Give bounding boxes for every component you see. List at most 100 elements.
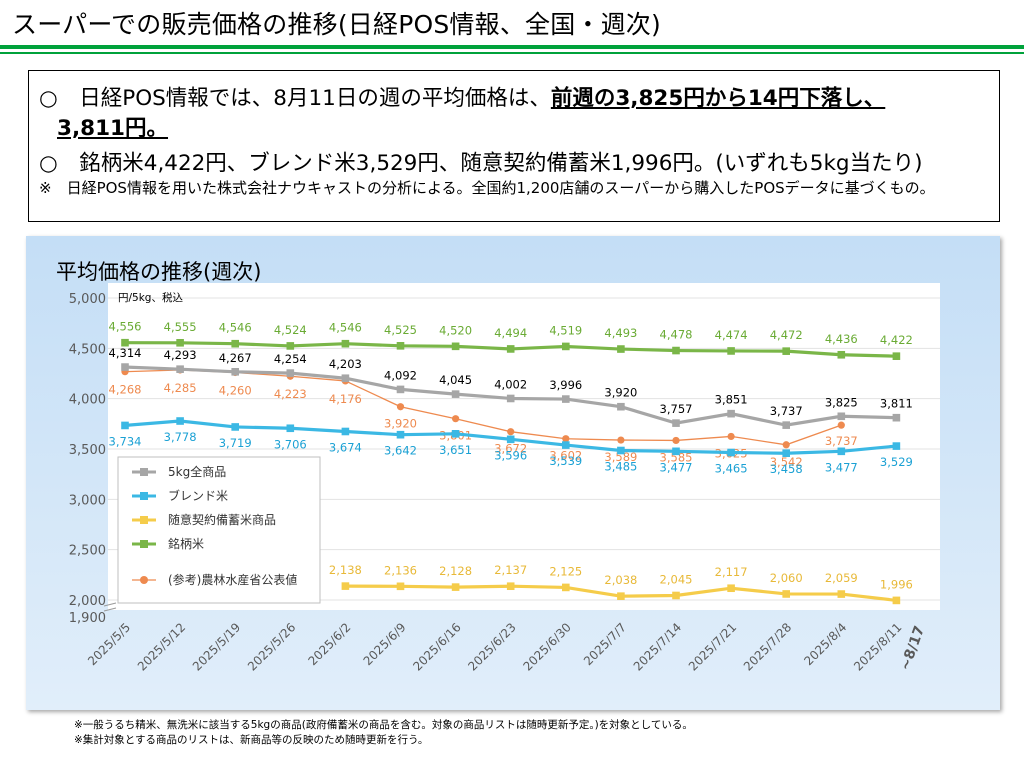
x-tick-label: 2025/5/19 <box>190 620 243 673</box>
data-point-3 <box>672 346 680 355</box>
data-label-3: 4,519 <box>549 323 582 337</box>
data-point-3 <box>176 338 184 347</box>
data-label-0: 3,811 <box>880 397 913 411</box>
data-label-0: 3,851 <box>715 393 748 407</box>
legend-swatch-marker <box>140 516 148 524</box>
data-label-3: 4,494 <box>494 326 527 340</box>
data-label-4: 4,176 <box>329 392 362 406</box>
data-label-4: 3,672 <box>494 442 527 456</box>
data-label-3: 4,555 <box>164 320 197 334</box>
x-tick-label: 2025/7/21 <box>686 620 739 673</box>
y-tick-label: 4,500 <box>69 342 106 357</box>
data-point-0 <box>121 363 129 371</box>
data-label-0: 4,267 <box>219 351 252 365</box>
data-label-2: 2,038 <box>604 573 637 587</box>
summary-line-1-continued: 3,811円。 <box>57 116 169 141</box>
data-point-0 <box>672 419 680 427</box>
data-label-0: 4,293 <box>164 348 197 362</box>
y-tick-label: 4,000 <box>69 393 106 408</box>
data-point-2 <box>451 583 460 591</box>
data-point-3 <box>396 342 405 350</box>
data-point-1 <box>176 417 184 425</box>
data-label-2: 2,137 <box>494 563 527 577</box>
axis-break-mark <box>103 602 117 607</box>
x-tick-label: 2025/6/23 <box>465 620 518 673</box>
data-label-1: 3,485 <box>604 460 637 474</box>
x-tick-label: 2025/6/2 <box>306 620 354 668</box>
data-label-3: 4,478 <box>660 328 693 342</box>
data-point-1 <box>617 446 625 455</box>
data-label-1: 3,778 <box>164 430 197 444</box>
data-label-0: 4,092 <box>384 368 417 382</box>
data-label-3: 4,422 <box>880 333 913 347</box>
data-label-3: 4,474 <box>715 328 748 342</box>
data-point-2 <box>341 582 350 590</box>
data-label-0: 3,996 <box>549 378 582 392</box>
axis-break-mark <box>103 607 117 612</box>
data-label-0: 3,757 <box>660 402 693 416</box>
data-point-2 <box>892 596 901 605</box>
data-label-4: 4,260 <box>219 383 252 397</box>
data-point-3 <box>506 345 515 353</box>
data-label-3: 4,546 <box>219 321 252 335</box>
x-tick-label: 2025/7/14 <box>631 620 684 673</box>
x-tick-label: 2025/5/26 <box>245 620 298 673</box>
data-point-2 <box>837 590 846 598</box>
data-point-4 <box>837 421 845 429</box>
data-point-3 <box>231 339 239 348</box>
data-label-1: 3,706 <box>274 437 307 451</box>
data-point-4 <box>452 415 460 423</box>
data-point-3 <box>451 342 460 351</box>
data-point-0 <box>892 413 901 422</box>
y-tick-label: 1,900 <box>69 611 106 626</box>
summary-line-2: ○ 銘柄米4,422円、ブレンド米3,529円、随意契約備蓄米1,996円。(い… <box>39 151 923 176</box>
data-label-1: 3,529 <box>880 455 913 469</box>
data-label-3: 4,525 <box>384 323 417 337</box>
data-point-4 <box>672 436 680 445</box>
data-point-3 <box>562 342 570 351</box>
data-point-0 <box>562 395 570 403</box>
data-point-3 <box>782 347 790 355</box>
legend-swatch-marker <box>140 540 148 548</box>
data-point-0 <box>176 365 184 373</box>
data-label-0: 4,314 <box>109 346 142 360</box>
data-label-4: 4,268 <box>109 383 142 397</box>
data-label-2: 2,059 <box>825 571 858 585</box>
legend-label: 5kg全商品 <box>168 464 226 479</box>
data-point-3 <box>837 350 846 359</box>
data-point-0 <box>837 412 846 421</box>
data-label-2: 2,117 <box>715 565 748 579</box>
data-point-3 <box>121 338 129 347</box>
summary-note: ※ 日経POS情報を用いた株式会社ナウキャストの分析による。全国約1,200店舗… <box>39 179 935 197</box>
data-label-1: 3,651 <box>439 443 472 457</box>
footnote-1: ※一般うるち精米、無洗米に該当する5kgの商品(政府備蓄米の商品を含む。対象の商… <box>74 719 693 731</box>
summary-line-1-text: ○ 日経POS情報では、8月11日の週の平均価格は、 <box>39 86 551 111</box>
data-label-0: 4,203 <box>329 357 362 371</box>
data-point-3 <box>286 342 295 350</box>
data-point-2 <box>396 582 405 591</box>
data-point-1 <box>672 447 680 456</box>
legend-label: ブレンド米 <box>168 488 228 503</box>
footnote-2: ※集計対象とする商品のリストは、新商品等の反映のため随時更新を行う。 <box>74 734 429 746</box>
data-label-4: 3,920 <box>384 417 417 431</box>
data-point-4 <box>396 403 405 411</box>
y-tick-label: 2,500 <box>69 544 106 559</box>
data-label-3: 4,520 <box>439 323 472 337</box>
data-label-1: 3,674 <box>329 440 362 454</box>
summary-box: ○ 日経POS情報では、8月11日の週の平均価格は、前週の3,825円から14円… <box>28 70 1000 222</box>
data-label-0: 4,045 <box>439 373 472 387</box>
data-label-3: 4,546 <box>329 321 362 335</box>
data-point-1 <box>506 435 515 444</box>
data-label-2: 1,996 <box>880 577 913 591</box>
x-tick-label: 2025/8/11 <box>851 620 904 673</box>
data-point-2 <box>727 584 735 593</box>
data-label-2: 2,125 <box>549 564 582 578</box>
data-label-4: 3,602 <box>549 449 582 463</box>
data-label-2: 2,136 <box>384 563 417 577</box>
data-label-1: 3,477 <box>660 460 693 474</box>
data-label-0: 3,737 <box>770 404 803 418</box>
data-point-0 <box>617 402 625 411</box>
x-tick-label: 2025/5/12 <box>135 620 188 673</box>
data-point-4 <box>727 432 735 441</box>
